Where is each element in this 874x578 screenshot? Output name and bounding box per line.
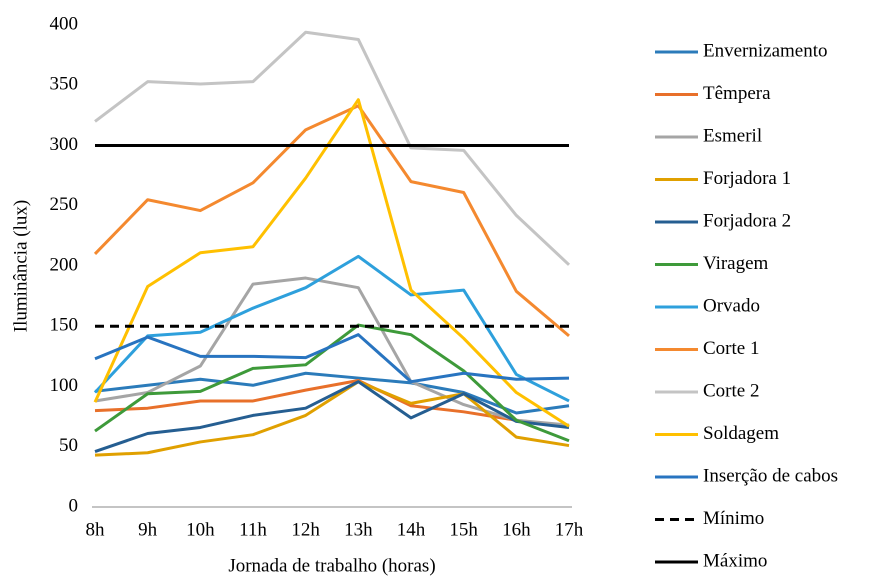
- y-tick-label: 350: [50, 74, 79, 95]
- legend-label: Esmeril: [703, 125, 762, 146]
- y-tick-label: 250: [50, 194, 79, 215]
- series-line: [94, 371, 570, 415]
- x-tick-label: 10h: [186, 519, 215, 540]
- series-line: [94, 30, 571, 266]
- y-tick-label: 50: [59, 435, 78, 456]
- y-tick-label: 0: [69, 495, 79, 516]
- x-axis-title: Jornada de trabalho (horas): [228, 555, 435, 576]
- x-tick-label: 13h: [344, 519, 373, 540]
- x-tick-label: 17h: [555, 519, 584, 540]
- y-tick-label: 400: [50, 13, 79, 34]
- series-line: [93, 254, 570, 403]
- x-tick-label: 8h: [86, 519, 106, 540]
- legend-label: Soldagem: [703, 423, 779, 444]
- y-tick-label: 100: [50, 375, 79, 396]
- x-tick-label: 12h: [291, 519, 320, 540]
- legend-label: Corte 1: [703, 338, 759, 359]
- series-line: [94, 380, 570, 453]
- legend-label: Máximo: [703, 550, 767, 571]
- x-tick-label: 9h: [138, 519, 158, 540]
- y-tick-label: 150: [50, 315, 79, 336]
- y-tick-label: 300: [50, 134, 79, 155]
- y-tick-label: 200: [50, 254, 79, 275]
- legend-label: Forjadora 2: [703, 210, 791, 231]
- series-line: [93, 98, 570, 428]
- x-tick-label: 11h: [239, 519, 267, 540]
- legend-label: Mínimo: [703, 508, 764, 529]
- x-tick-label: 15h: [449, 519, 478, 540]
- series-line: [94, 333, 570, 384]
- series-line: [94, 276, 570, 427]
- legend-label: Viragem: [703, 253, 769, 274]
- legend-label: Inserção de cabos: [703, 465, 838, 486]
- x-tick-label: 14h: [397, 519, 426, 540]
- x-tick-label: 16h: [502, 519, 531, 540]
- y-axis-title: Iluminância (lux): [10, 200, 31, 332]
- legend-label: Corte 2: [703, 380, 759, 401]
- legend-label: Têmpera: [703, 83, 771, 104]
- series-line: [94, 380, 570, 457]
- series-line: [93, 104, 570, 338]
- legend-label: Envernizamento: [703, 40, 828, 61]
- legend-label: Forjadora 1: [703, 168, 791, 189]
- legend-label: Orvado: [703, 295, 760, 316]
